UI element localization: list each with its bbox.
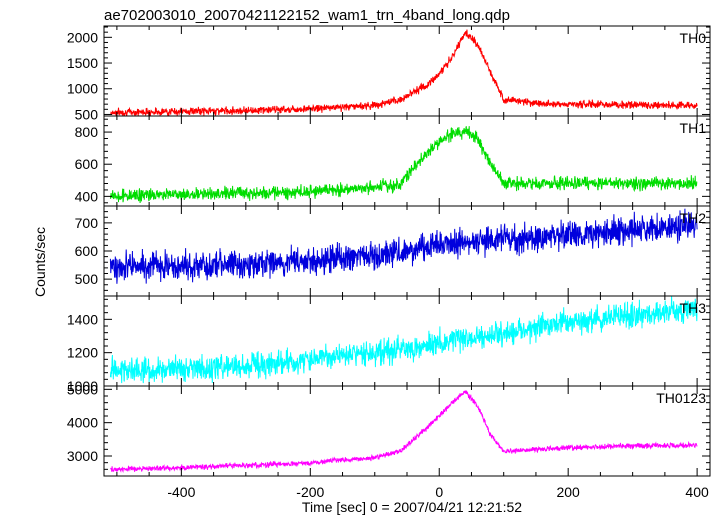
y-tick-label: 5000 (67, 381, 98, 397)
panel-frame (103, 115, 711, 207)
y-tick-label: 500 (75, 106, 99, 122)
x-tick-label: 200 (556, 484, 580, 500)
x-tick-label: 400 (685, 484, 709, 500)
series-line-th0 (110, 29, 698, 116)
panel-label-th3: TH3 (680, 300, 707, 316)
y-tick-label: 4000 (67, 415, 98, 431)
panel-label-th2: TH2 (680, 210, 707, 226)
y-tick-label: 3000 (67, 448, 98, 464)
series-line-th2 (109, 208, 698, 284)
y-tick-label: 1000 (67, 378, 98, 394)
y-tick-label: 1000 (67, 81, 98, 97)
y-tick-label: 1400 (67, 311, 98, 327)
y-axis-label: Counts/sec (32, 227, 48, 297)
x-axis-label: Time [sec] 0 = 2007/04/21 12:21:52 (302, 499, 522, 515)
panel-th3: 1000 1200 1400 TH3 (67, 295, 711, 394)
y-tick-label: 600 (75, 243, 99, 259)
series-line-th0123 (110, 390, 698, 473)
panel-th2: 500 600 700 TH2 (75, 205, 711, 297)
panel-th1: 400 600 800 TH1 (75, 115, 711, 207)
panel-label-th0: TH0 (680, 30, 707, 46)
series-line-th1 (109, 126, 698, 204)
x-tick-label: -400 (167, 484, 195, 500)
panel-label-th0123: TH0123 (656, 390, 706, 406)
chart-title: ae702003010_20070421122152_wam1_trn_4ban… (104, 7, 510, 24)
x-tick-label: 0 (435, 484, 443, 500)
y-tick-label: 600 (75, 156, 99, 172)
panel-frame (103, 385, 711, 477)
panel-label-th1: TH1 (680, 120, 707, 136)
y-tick-label: 400 (75, 188, 99, 204)
y-tick-label: 1500 (67, 55, 98, 71)
panel-th0: 500 1000 1500 2000 TH0 (67, 25, 711, 122)
y-tick-label: 700 (75, 215, 99, 231)
panel-th0123: 3000 4000 5000 TH0123 (67, 381, 711, 477)
y-tick-label: 800 (75, 124, 99, 140)
panel-frame (103, 25, 711, 117)
y-tick-label: 2000 (67, 29, 98, 45)
y-tick-label: 500 (75, 271, 99, 287)
series-line-th3 (109, 296, 698, 384)
y-tick-label: 1200 (67, 345, 98, 361)
x-tick-label: -200 (296, 484, 324, 500)
